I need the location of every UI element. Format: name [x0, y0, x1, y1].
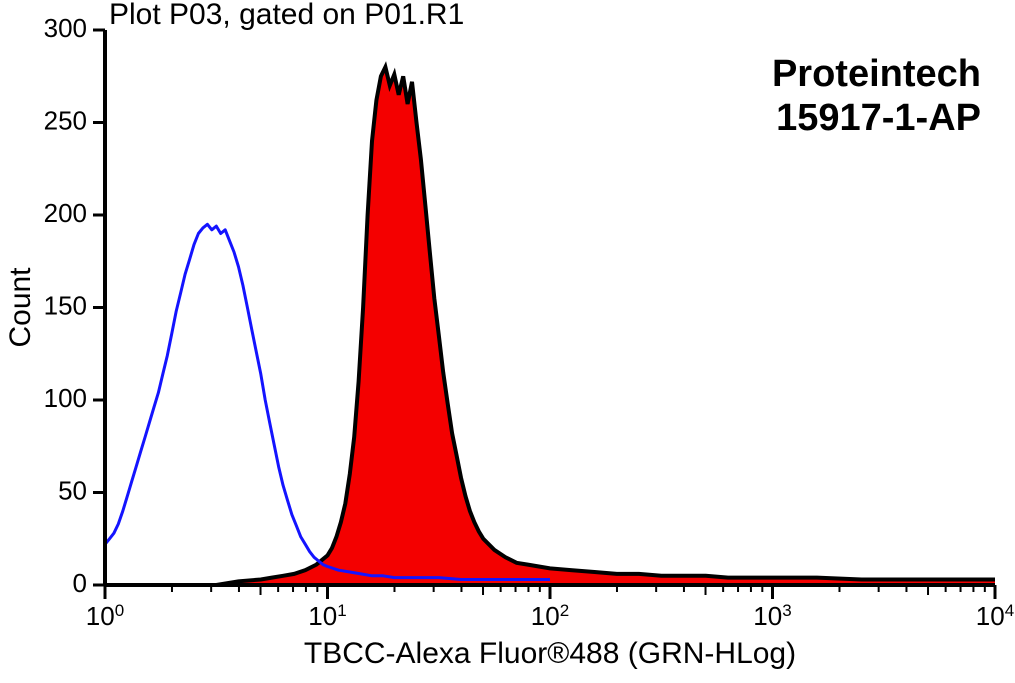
y-tick-label: 300 [44, 13, 87, 43]
y-tick-label: 100 [44, 383, 87, 413]
plot-title: Plot P03, gated on P01.R1 [109, 0, 464, 31]
y-axis-label: Count [4, 267, 37, 348]
y-tick-label: 200 [44, 198, 87, 228]
y-tick-label: 150 [44, 290, 87, 320]
flow-cytometry-histogram: 100101102103104050100150200250300TBCC-Al… [0, 0, 1015, 683]
catalog-number: 15917-1-AP [776, 97, 981, 139]
brand-name: Proteintech [772, 53, 981, 95]
y-tick-label: 250 [44, 105, 87, 135]
y-tick-label: 50 [58, 475, 87, 505]
x-axis-label: TBCC-Alexa Fluor®488 (GRN-HLog) [304, 637, 796, 670]
y-tick-label: 0 [73, 568, 87, 598]
